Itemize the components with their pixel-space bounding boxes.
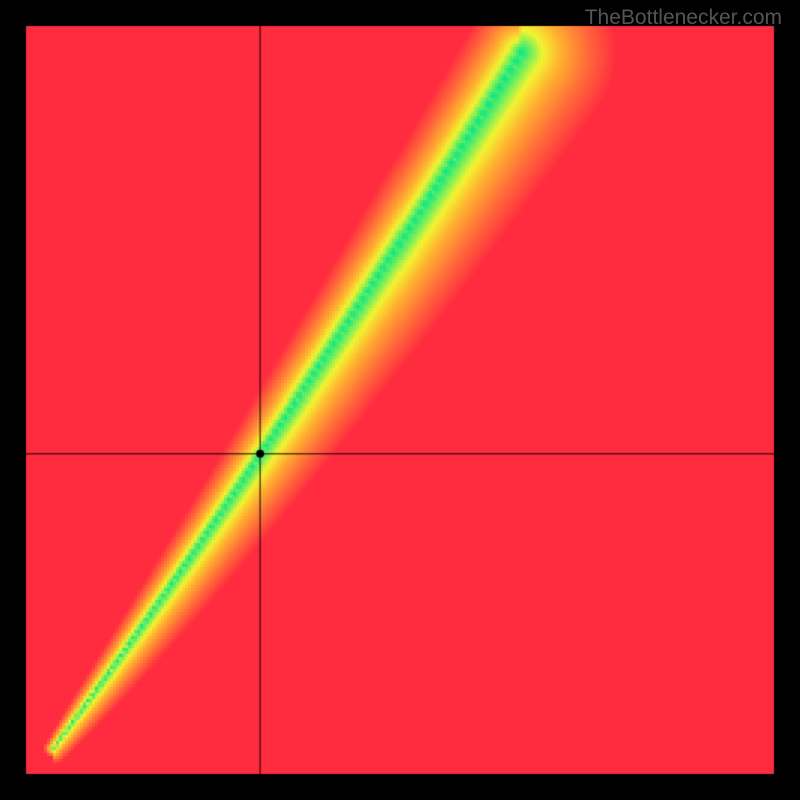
chart-container: TheBottlenecker.com xyxy=(0,0,800,800)
bottleneck-heatmap-canvas xyxy=(0,0,800,800)
watermark-text: TheBottlenecker.com xyxy=(585,6,782,30)
